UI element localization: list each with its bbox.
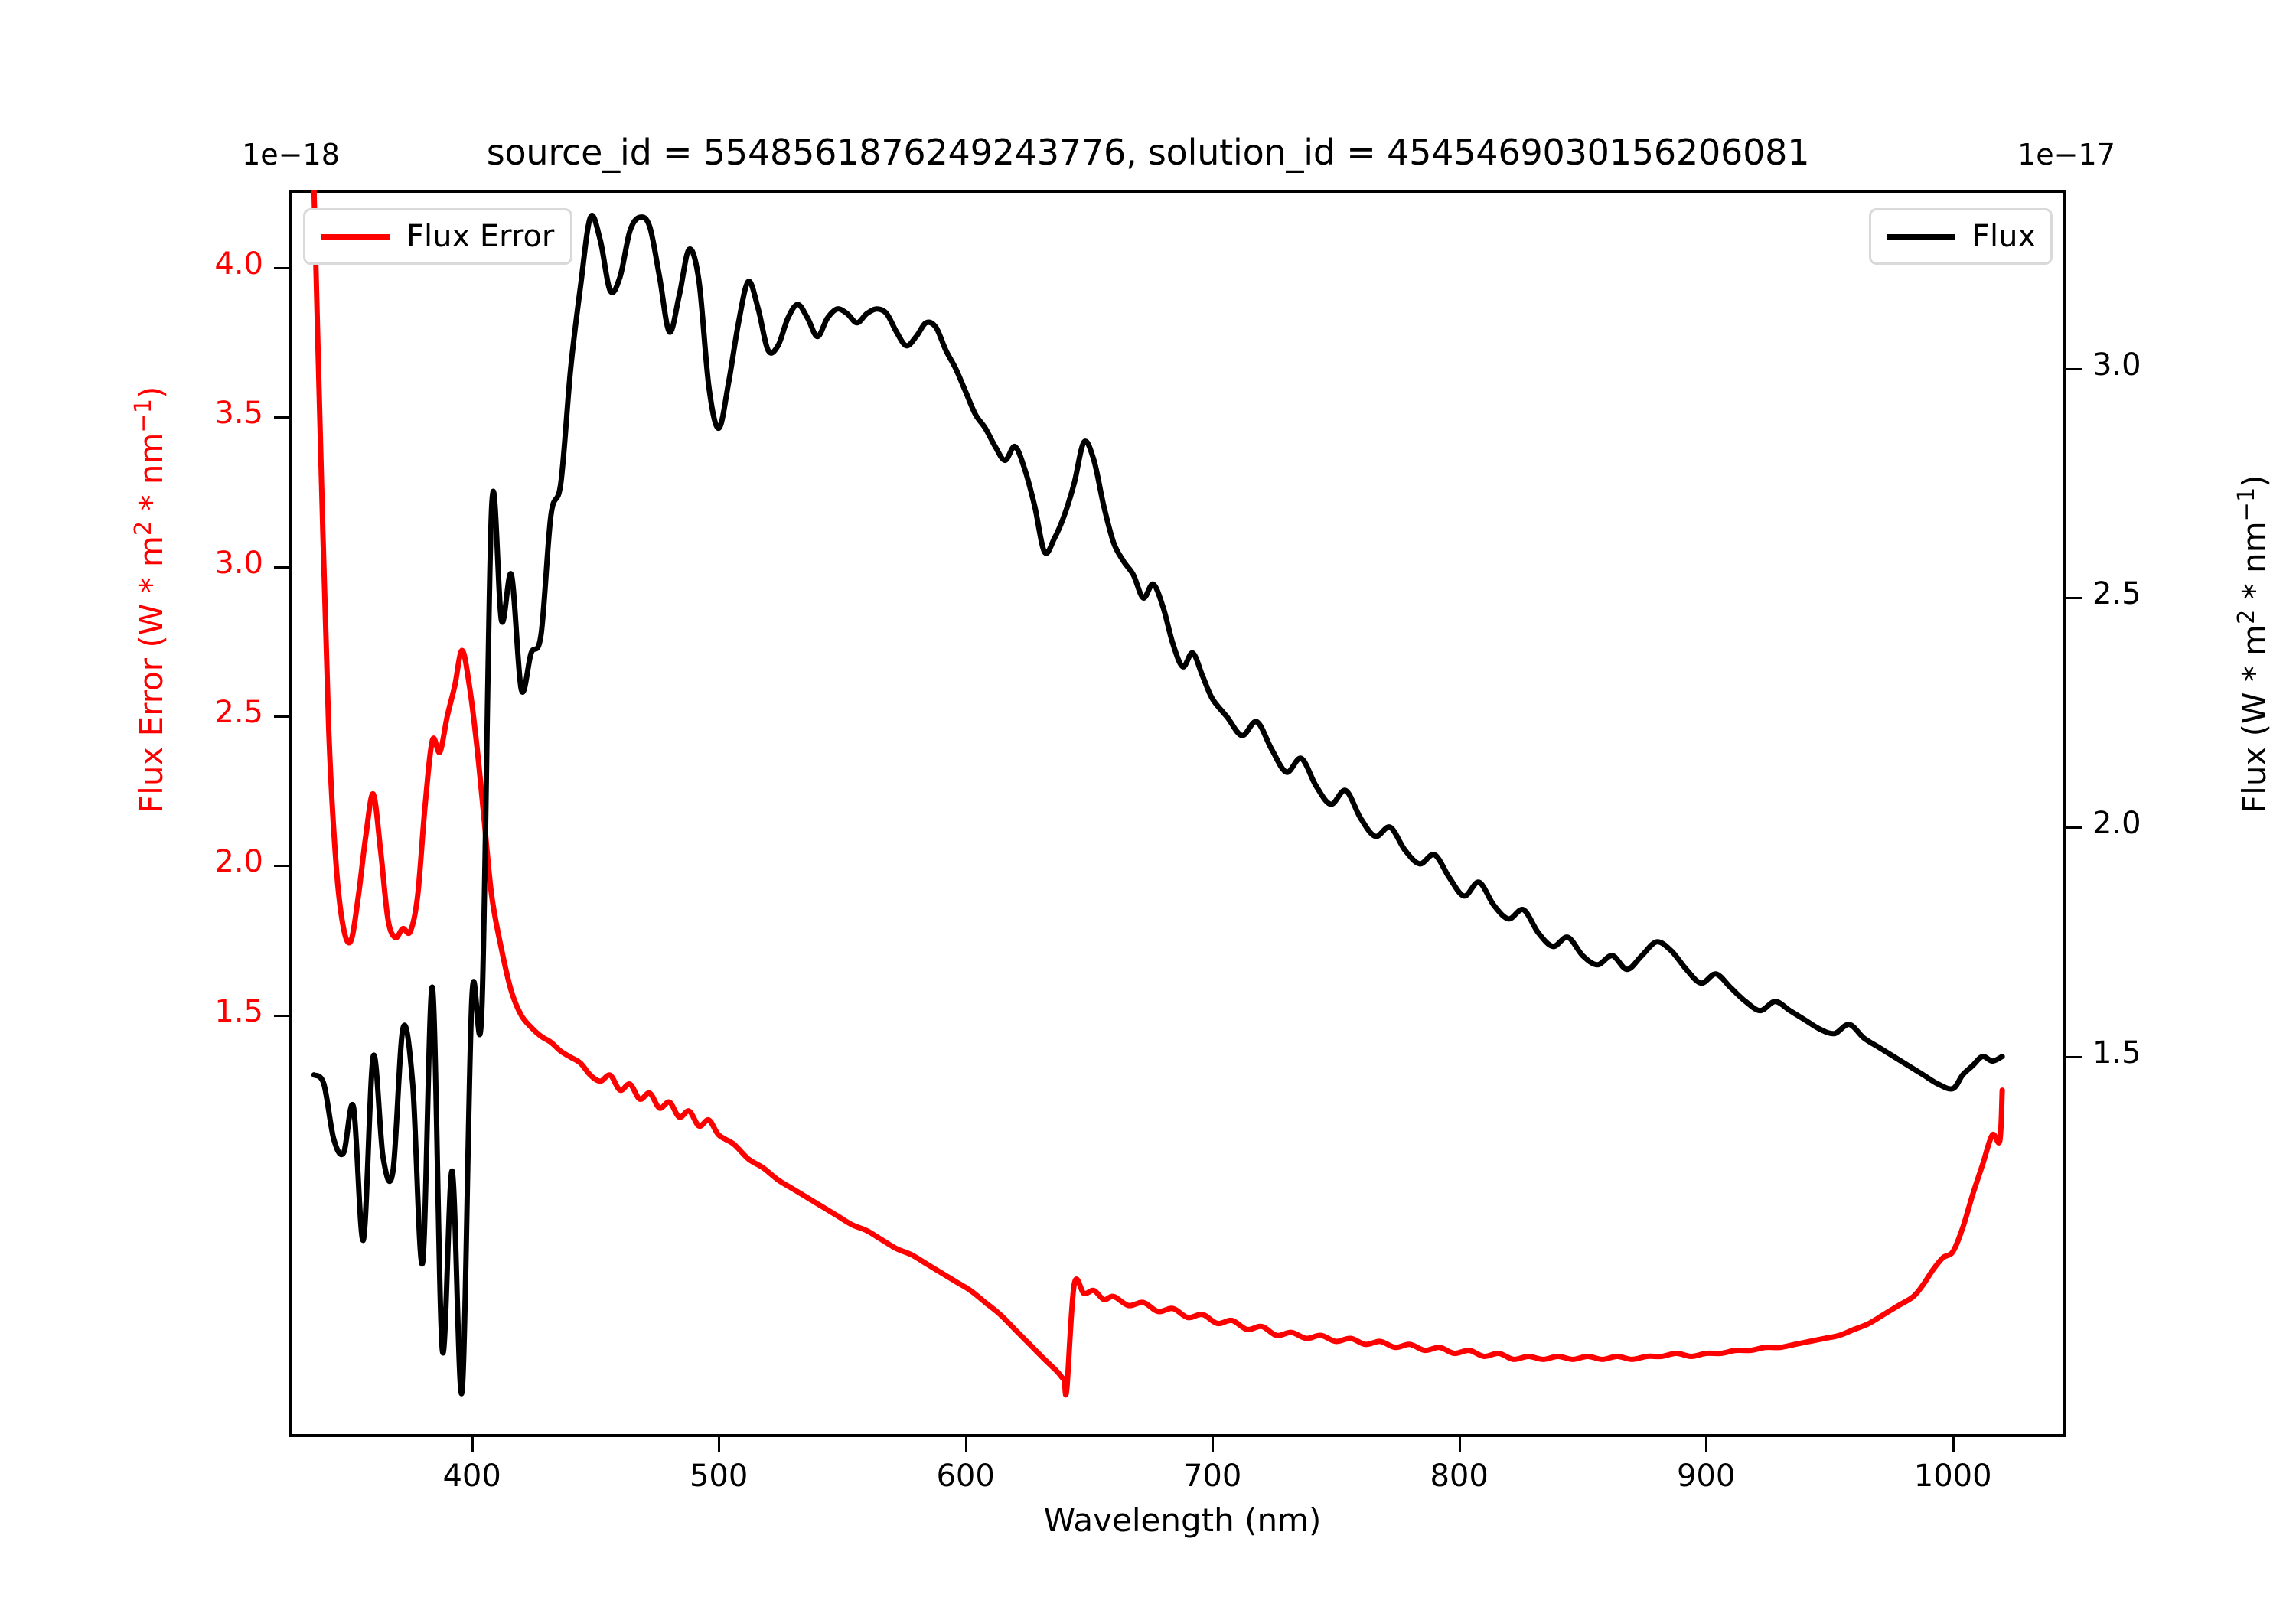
legend-label-flux: Flux (1972, 219, 2037, 254)
left-tick-mark (274, 715, 289, 718)
left-tick-mark (274, 1014, 289, 1017)
x-tick-mark (1212, 1437, 1215, 1452)
x-tick-label: 900 (1676, 1459, 1736, 1494)
x-tick-label: 600 (936, 1459, 995, 1494)
right-tick-label: 3.0 (2092, 347, 2141, 383)
x-tick-label: 700 (1182, 1459, 1242, 1494)
right-y-axis-label: Flux (W * m2 * nm−1) (2233, 474, 2273, 813)
left-y-axis-label-sup2: −1 (130, 399, 157, 433)
x-tick-label: 1000 (1913, 1459, 1992, 1494)
right-tick-mark (2066, 826, 2082, 829)
legend-line-swatch-flux (1887, 233, 1955, 240)
figure-title: source_id = 5548561876249243776, solutio… (486, 132, 1810, 173)
x-tick-mark (1458, 1437, 1461, 1452)
axes-frame (289, 190, 2066, 1437)
legend-label-flux-error: Flux Error (406, 219, 555, 254)
left-y-axis-label: Flux Error (W * m2 * nm−1) (130, 386, 170, 813)
left-tick-label: 3.0 (214, 545, 263, 581)
right-axis-offset-text: 1e−17 (2017, 138, 2115, 171)
series-line-flux (311, 213, 2005, 1397)
x-tick-mark (1952, 1437, 1955, 1452)
left-y-axis-label-mid: * nm (132, 432, 170, 521)
legend-line-swatch-flux-error (321, 233, 390, 240)
right-y-axis-label-post: ) (2236, 474, 2273, 487)
left-y-axis-label-post: ) (132, 386, 170, 399)
left-tick-mark (274, 416, 289, 419)
left-tick-label: 2.0 (214, 844, 263, 880)
right-y-axis-label-sup2: −1 (2233, 487, 2260, 522)
left-tick-mark (274, 566, 289, 569)
left-tick-label: 4.0 (214, 246, 263, 282)
x-tick-label: 400 (442, 1459, 501, 1494)
left-tick-label: 3.5 (214, 396, 263, 432)
right-tick-label: 2.5 (2092, 576, 2141, 612)
x-tick-mark (718, 1437, 721, 1452)
right-y-axis-label-sup1: 2 (2233, 609, 2260, 624)
left-tick-mark (274, 865, 289, 868)
x-tick-mark (1705, 1437, 1708, 1452)
right-y-axis-label-mid: * nm (2236, 521, 2273, 610)
right-tick-label: 2.0 (2092, 805, 2141, 841)
left-y-axis-label-pre: Flux Error (W * m (132, 536, 170, 813)
right-tick-label: 1.5 (2092, 1035, 2141, 1071)
right-tick-mark (2066, 367, 2082, 370)
x-axis-label: Wavelength (nm) (1043, 1501, 1322, 1539)
right-tick-mark (2066, 597, 2082, 600)
left-tick-mark (274, 266, 289, 269)
left-y-axis-label-sup1: 2 (130, 520, 157, 536)
x-tick-label: 500 (689, 1459, 748, 1494)
right-y-axis-label-pre: Flux (W * m (2236, 624, 2273, 813)
plot-canvas (311, 190, 2005, 1398)
x-tick-label: 800 (1430, 1459, 1489, 1494)
legend-flux[interactable]: Flux (1869, 208, 2053, 265)
left-axis-offset-text: 1e−18 (242, 138, 340, 171)
series-line-flux-error (311, 190, 2005, 1398)
left-tick-label: 1.5 (214, 993, 263, 1029)
legend-flux-error[interactable]: Flux Error (303, 208, 572, 265)
x-tick-mark (964, 1437, 967, 1452)
right-tick-mark (2066, 1055, 2082, 1058)
x-tick-mark (471, 1437, 474, 1452)
left-tick-label: 2.5 (214, 694, 263, 730)
